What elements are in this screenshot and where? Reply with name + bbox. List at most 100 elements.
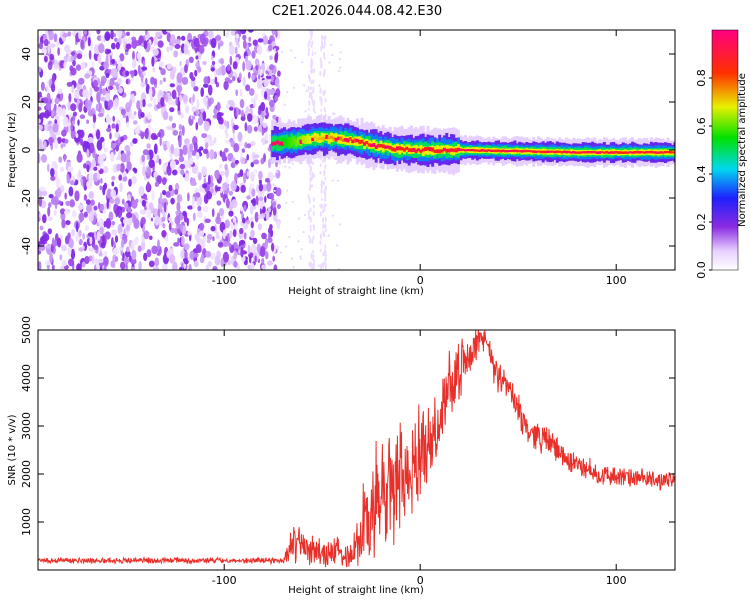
noise-cell [180,169,185,176]
noise-cell [92,158,96,168]
noise-cell [248,30,254,33]
noise-streak-cell [310,252,313,260]
noise-cell [205,190,213,200]
noise-cell [76,82,81,90]
noise-cell [47,206,51,217]
noise-cell [271,242,275,252]
noise-cell [126,31,130,36]
noise-streak-cell [309,224,312,228]
noise-cell [257,124,263,133]
noise-cell [115,41,120,50]
noise-cell [219,66,222,76]
noise-streak-cell [310,91,312,98]
noise-cell [175,96,178,106]
noise-cell [243,232,247,240]
y-tick-label: -40 [20,237,33,255]
noise-streak-cell [312,106,315,113]
noise-cell [163,77,166,82]
noise-cell [76,153,83,163]
noise-cell [61,219,66,229]
noise-cell [160,198,167,203]
ridge-cell [572,151,576,154]
noise-streak-cell [309,171,312,176]
noise-dot [328,61,331,64]
noise-cell [240,246,244,258]
noise-cell [38,197,42,207]
ridge-cell [676,147,679,158]
ridge-cell [565,150,569,154]
ridge-cell [506,150,510,153]
noise-streak-cell [311,51,314,56]
noise-cell [197,116,203,126]
noise-cell [178,124,183,131]
noise-cell [210,225,216,232]
noise-cell [93,205,98,211]
noise-cell [232,76,236,82]
noise-cell [195,55,199,60]
noise-cell [68,238,74,249]
colorbar-tick-label: 0.2 [695,213,708,231]
spectrogram-panel: -100 0 100 40 20 0 -20 -40 Height of straight l… [7,29,679,297]
noise-cell [191,198,195,209]
noise-cell [258,74,261,80]
noise-cell [108,85,114,90]
ridge-cell [619,151,623,154]
ridge-cell [292,140,296,145]
ridge-cell [558,150,562,153]
noise-dot [291,200,294,203]
noise-cell [153,135,158,140]
noise-cell [119,136,125,143]
noise-cell [70,51,76,56]
noise-cell [48,194,54,199]
ridge-cell [426,146,430,155]
ridge-cell [666,151,670,153]
noise-cell [125,43,132,50]
noise-cell [265,75,272,80]
noise-cell [272,206,277,216]
noise-cell [56,106,63,117]
ridge-cell [393,148,397,152]
noise-cell [51,237,55,247]
ridge-cell [567,150,571,154]
noise-cell [210,55,214,61]
noise-cell [66,81,73,87]
ridge-cell [577,151,580,154]
noise-cell [95,153,98,164]
noise-cell [183,259,189,265]
noise-cell [194,69,198,77]
noise-cell [128,178,132,187]
noise-cell [41,154,47,163]
noise-dot [310,60,313,64]
ridge-cell [447,148,451,153]
noise-cell [198,230,205,237]
noise-cell [102,256,109,267]
noise-cell [143,230,150,240]
noise-streak-cell [322,71,325,78]
noise-cell [112,254,116,264]
ridge-cell [299,139,303,144]
noise-streak-cell [312,249,315,254]
noise-cell [179,94,183,103]
noise-cell [170,159,176,170]
noise-cell [61,107,66,118]
noise-cell [258,196,264,201]
ridge-cell [605,151,609,154]
noise-cell [61,244,67,252]
noise-cell [142,60,146,67]
snr-frame [37,329,676,571]
noise-cell [131,239,139,246]
ridge-cell [403,148,406,152]
noise-cell [203,76,209,85]
noise-cell [87,99,93,107]
noise-streak-cell [312,265,315,270]
snr-xlabel: Height of straight line (km) [288,585,424,596]
noise-cell [47,125,51,132]
noise-cell [38,249,42,255]
ridge-cell [358,140,362,145]
noise-cell [179,60,182,67]
ridge-cell [560,151,564,154]
noise-cell [112,115,115,122]
ridge-cell [527,149,531,153]
x-tick-label: 0 [417,274,424,287]
noise-cell [56,38,60,48]
